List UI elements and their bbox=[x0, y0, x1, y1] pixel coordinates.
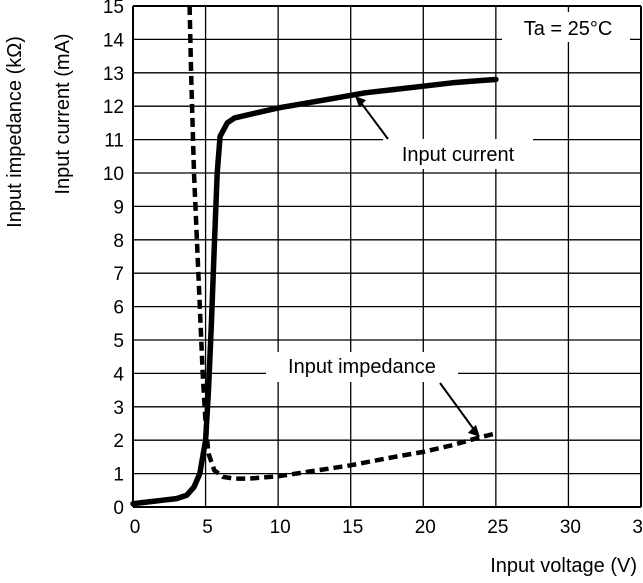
y-tick-label: 10 bbox=[103, 164, 124, 185]
y-tick-label: 7 bbox=[113, 264, 124, 285]
x-tick-label: 30 bbox=[560, 517, 581, 538]
y-tick-label: 13 bbox=[103, 64, 124, 85]
x-tick-label: 25 bbox=[487, 517, 508, 538]
y-tick-label: 11 bbox=[104, 131, 124, 152]
y-tick-label: 8 bbox=[113, 231, 124, 252]
condition-label: Ta = 25°C bbox=[524, 18, 613, 40]
x-tick-label: 0 bbox=[130, 517, 141, 538]
x-tick-label: 15 bbox=[342, 517, 363, 538]
y-tick-label: 6 bbox=[113, 298, 124, 319]
x-tick-label: 20 bbox=[415, 517, 436, 538]
annotation-arrowhead-impedance bbox=[467, 424, 480, 437]
y-tick-label: 14 bbox=[103, 30, 125, 51]
y-tick-label: 4 bbox=[113, 364, 124, 385]
y-tick-label: 1 bbox=[113, 465, 124, 486]
y-tick-label: 5 bbox=[113, 331, 124, 352]
x-tick-label: 10 bbox=[270, 517, 291, 538]
y-tick-label: 3 bbox=[113, 398, 124, 419]
annotations: Ta = 25°C Input current Input impedance bbox=[266, 12, 630, 437]
annotation-arrow-current bbox=[358, 99, 389, 140]
series-line-input-current bbox=[130, 76, 499, 507]
series-layer bbox=[130, 5, 499, 507]
annotation-arrowhead-current bbox=[355, 96, 367, 108]
y-tick-label: 9 bbox=[113, 197, 124, 218]
y-tick-label: 12 bbox=[103, 97, 124, 118]
x-tick-label: 35 bbox=[632, 517, 643, 538]
series-line-input-impedance bbox=[187, 5, 497, 481]
y-axis-title-impedance: Input impedance (kΩ) bbox=[4, 36, 26, 228]
y-axis-title-current: Input current (mA) bbox=[52, 33, 74, 194]
current-label-bg bbox=[383, 139, 533, 169]
impedance-label-bg bbox=[266, 352, 458, 382]
x-axis-title: Input voltage (V) bbox=[490, 555, 637, 577]
annotation-arrow-impedance bbox=[439, 382, 476, 432]
annotation-input-impedance: Input impedance bbox=[288, 356, 436, 378]
condition-label-bg bbox=[502, 12, 630, 42]
y-tick-label: 2 bbox=[113, 431, 124, 452]
tick-labels: 051015202530350123456789101112131415 bbox=[103, 0, 643, 538]
y-tick-label: 15 bbox=[103, 0, 124, 18]
x-tick-label: 5 bbox=[202, 517, 213, 538]
y-tick-label: 0 bbox=[113, 498, 124, 519]
annotation-input-current: Input current bbox=[402, 144, 515, 166]
